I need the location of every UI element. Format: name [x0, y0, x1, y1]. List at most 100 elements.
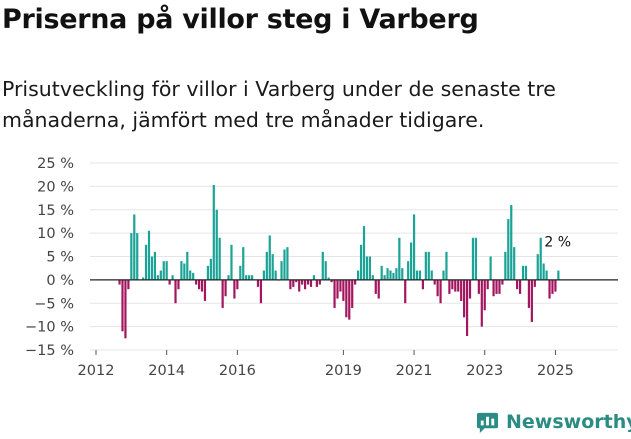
bar [516, 279, 519, 290]
bar [242, 247, 245, 280]
bar [454, 279, 457, 292]
bar [495, 279, 498, 294]
bar [365, 256, 369, 280]
bar [442, 270, 445, 280]
y-tick-label: 5 % [46, 250, 74, 266]
bar [133, 214, 136, 280]
bar [377, 279, 380, 299]
bar [345, 279, 348, 318]
bar [451, 279, 454, 290]
bar [130, 233, 133, 280]
bar [465, 279, 469, 336]
bar [248, 275, 251, 280]
bar [168, 279, 171, 285]
bar [342, 279, 345, 301]
bar [368, 256, 371, 280]
bar [298, 279, 301, 292]
bar [430, 270, 433, 280]
x-tick-label: 2023 [466, 363, 503, 379]
bar [315, 279, 318, 287]
bar [542, 263, 545, 280]
bar [224, 279, 227, 297]
brand-name: Newsworthy [506, 411, 631, 433]
bar [404, 279, 407, 304]
bar [527, 279, 531, 308]
bar [174, 279, 177, 304]
bar [421, 279, 424, 290]
bar [427, 251, 430, 280]
bar-series [118, 184, 560, 339]
bar [489, 256, 492, 280]
bar [309, 279, 313, 287]
y-tick-label: −5 % [34, 296, 74, 312]
bar [262, 270, 265, 280]
bar [410, 242, 413, 280]
bar [303, 279, 307, 290]
bar [407, 261, 410, 280]
bar [357, 270, 360, 280]
chart-title: Priserna på villor steg i Varberg [2, 4, 479, 35]
bar-chart: −15 % −10 % −5 % 0 % 5 % 10 % 15 % 20 % 25 % 201… [25, 156, 618, 379]
bar [545, 270, 548, 280]
bar [268, 235, 271, 280]
bar [127, 279, 130, 290]
bar [498, 279, 501, 294]
x-tick-label: 2019 [325, 363, 362, 379]
newsworthy-brand: Newsworthy [476, 408, 631, 436]
bar [186, 251, 189, 280]
x-tick-label: 2016 [219, 363, 256, 379]
bar [265, 251, 268, 280]
bar [274, 270, 277, 280]
bar [551, 279, 554, 294]
bar [448, 279, 451, 294]
bar [330, 279, 333, 283]
bar [518, 279, 522, 294]
bar [136, 233, 139, 280]
bar [245, 275, 248, 280]
bar [530, 279, 533, 322]
bar [439, 279, 442, 304]
bar [374, 279, 377, 294]
bar [359, 244, 363, 280]
y-tick-label: −10 % [25, 320, 74, 336]
chart-subtitle: Prisutveckling för villor i Varberg unde… [2, 77, 556, 132]
bar [457, 279, 460, 292]
bar [259, 279, 263, 304]
bar [153, 251, 156, 280]
y-tick-label: 15 % [37, 203, 74, 219]
y-tick-label: −15 % [25, 343, 74, 359]
bar [460, 279, 463, 301]
bar [192, 272, 195, 280]
bar [533, 279, 536, 287]
bar [183, 263, 186, 280]
newsworthy-logo-icon [476, 412, 499, 433]
bar [463, 279, 466, 318]
bar [144, 244, 148, 280]
bar [327, 277, 330, 280]
bar [501, 279, 504, 285]
bar [362, 226, 366, 280]
bar [348, 279, 351, 320]
bar [203, 279, 207, 301]
y-tick-label: 20 % [37, 179, 74, 195]
bar [159, 270, 162, 280]
bar [507, 219, 510, 280]
bar [215, 209, 218, 280]
bar [386, 268, 389, 280]
bar [510, 205, 513, 280]
bar [554, 279, 557, 292]
bar [236, 279, 239, 290]
bar [415, 270, 419, 280]
bar [230, 244, 233, 280]
bar [318, 279, 321, 285]
bar [354, 279, 357, 285]
bar [339, 279, 342, 292]
bar [395, 268, 398, 280]
bar [513, 247, 516, 280]
bar [524, 265, 528, 280]
bar [197, 279, 201, 290]
bar [271, 254, 274, 280]
bar [195, 279, 198, 285]
bar [477, 279, 480, 294]
bar [283, 249, 286, 280]
